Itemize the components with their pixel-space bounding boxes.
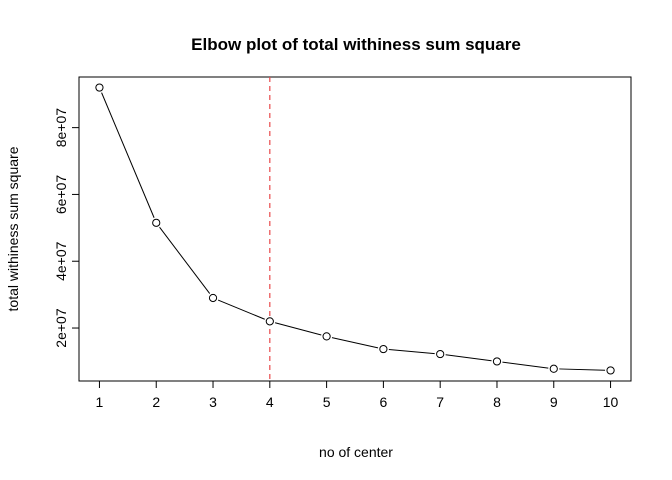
chart-title: Elbow plot of total withiness sum square [191, 35, 521, 54]
data-point [436, 349, 445, 359]
data-point [208, 293, 218, 303]
series-segment [275, 322, 322, 336]
data-point [606, 366, 615, 375]
x-tick-label: 9 [550, 394, 558, 410]
x-axis: 1 2 3 4 5 6 7 8 9 10 [96, 380, 619, 410]
y-axis: 2e+07 4e+07 6e+07 8e+07 [53, 108, 80, 348]
series-segment [331, 337, 379, 349]
y-tick-label: 8e+07 [53, 108, 69, 148]
data-point [95, 83, 104, 92]
x-tick-label: 6 [379, 394, 387, 410]
series-segment [101, 92, 155, 218]
x-tick-label: 1 [96, 394, 104, 410]
x-tick-label: 2 [152, 394, 160, 410]
y-tick-label: 4e+07 [53, 241, 69, 281]
x-tick-label: 3 [209, 394, 217, 410]
series-segment [388, 349, 435, 355]
series-segment [217, 299, 265, 320]
series-segment [559, 368, 606, 371]
x-tick-label: 8 [493, 394, 501, 410]
plot-box [78, 76, 632, 382]
data-point [265, 317, 274, 326]
x-tick-label: 4 [266, 394, 274, 410]
y-tick-label: 6e+07 [53, 175, 69, 215]
series-segment [159, 226, 211, 294]
data-point [379, 344, 388, 354]
x-tick-label: 10 [603, 394, 619, 410]
y-tick-label: 2e+07 [53, 308, 69, 348]
data-point [549, 364, 558, 373]
series-layer [95, 83, 615, 375]
series-segment [502, 361, 549, 369]
y-axis-label: total withiness sum square [5, 146, 21, 311]
x-tick-label: 5 [323, 394, 331, 410]
series-segment [445, 354, 492, 362]
data-point [492, 357, 502, 366]
x-tick-label: 7 [436, 394, 444, 410]
x-axis-label: no of center [319, 444, 393, 460]
data-point [322, 332, 331, 341]
data-point [152, 218, 161, 227]
